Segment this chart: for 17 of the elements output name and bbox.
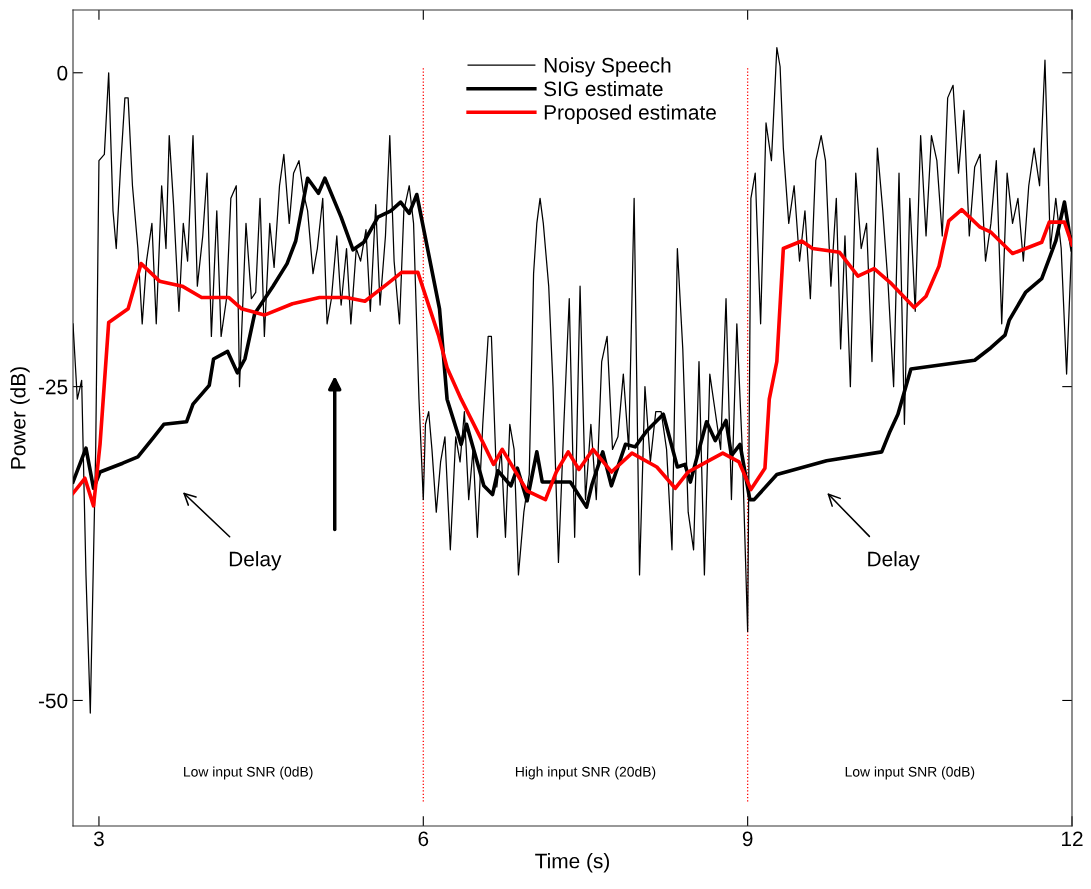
legend-label: Noisy Speech — [544, 57, 671, 77]
x-axis-title: Time (s) — [535, 853, 610, 873]
x-tick-label: 9 — [742, 831, 753, 847]
y-tick-label: -25 — [38, 379, 68, 395]
annotation: Low input SNR (0dB) — [184, 766, 313, 780]
annotation: Low input SNR (0dB) — [845, 766, 975, 780]
annotation: High input SNR (20dB) — [515, 766, 656, 780]
legend-label: Proposed estimate — [544, 104, 716, 124]
legend-label: SIG estimate — [544, 80, 663, 97]
annotation: Delay — [229, 551, 282, 571]
y-axis-title: Power (dB) — [10, 367, 30, 469]
x-tick-label: 12 — [1062, 831, 1083, 846]
x-tick-label: 3 — [93, 831, 104, 847]
y-tick-label: 0 — [57, 65, 68, 81]
annotation: Delay — [868, 551, 920, 571]
y-tick-label: -50 — [38, 693, 68, 709]
x-tick-label: 6 — [418, 831, 429, 847]
